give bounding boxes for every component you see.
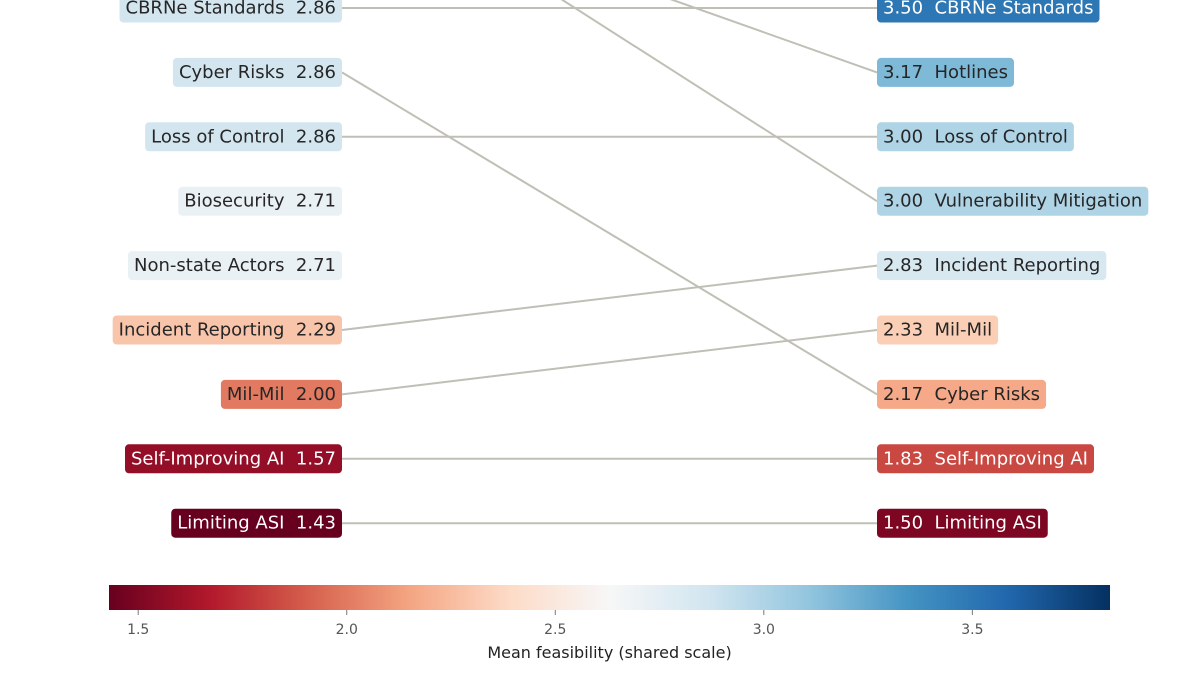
left-label-incident-reporting: Incident Reporting 2.29 xyxy=(112,315,342,345)
right-label-box xyxy=(877,57,1014,87)
left-label-biosecurity: Biosecurity 2.71 xyxy=(178,186,342,216)
right-label-hotlines: 3.17 Hotlines xyxy=(877,57,1014,87)
connector-cyber-risks xyxy=(341,71,878,396)
right-label-incident-reporting: 2.83 Incident Reporting xyxy=(877,251,1107,281)
left-label-box xyxy=(128,251,342,281)
left-label-text: Non-state Actors 2.71 xyxy=(134,255,336,276)
right-label-text: 3.17 Hotlines xyxy=(883,62,1008,83)
right-label-text: 2.83 Incident Reporting xyxy=(883,255,1100,276)
right-label-box xyxy=(877,186,1149,216)
connector-lines xyxy=(341,0,878,525)
colorbar-tick-label: 1.5 xyxy=(127,622,149,638)
left-label-box xyxy=(178,186,342,216)
left-label-text: Self-Improving AI 1.57 xyxy=(131,448,336,469)
colorbar-ticks: 1.5 2.0 2.5 3.0 3.5 xyxy=(127,610,983,638)
left-label-cbrne-standards: CBRNe Standards 2.86 xyxy=(119,0,342,23)
left-label-text: Loss of Control 2.86 xyxy=(151,126,336,147)
left-label-text: Incident Reporting 2.29 xyxy=(119,320,336,341)
right-label-mil-mil: 2.33 Mil-Mil xyxy=(877,315,999,345)
left-label-loss-of-control: Loss of Control 2.86 xyxy=(145,122,342,152)
right-label-text: 1.83 Self-Improving AI xyxy=(883,448,1088,469)
left-label-box xyxy=(125,444,342,474)
connector-mil-mil xyxy=(341,329,878,396)
right-label-self-improving-ai: 1.83 Self-Improving AI xyxy=(877,444,1094,474)
right-label-text: 1.50 Limiting ASI xyxy=(883,513,1042,534)
right-label-box xyxy=(877,0,1100,23)
left-label-self-improving-ai: Self-Improving AI 1.57 xyxy=(125,444,342,474)
left-label-box xyxy=(119,0,342,23)
left-label-box xyxy=(145,122,342,152)
left-label-text: Mil-Mil 2.00 xyxy=(227,384,336,405)
left-column-labels: CBRNe Standards 2.86 Cyber Risks 2.86 Loss… xyxy=(112,0,342,538)
right-label-text: 2.33 Mil-Mil xyxy=(883,320,992,341)
right-label-cbrne-standards: 3.50 CBRNe Standards xyxy=(877,0,1100,23)
right-label-box xyxy=(877,508,1048,538)
colorbar-gradient xyxy=(109,585,1110,610)
colorbar-tick-label: 2.5 xyxy=(544,622,566,638)
right-label-box xyxy=(877,122,1074,152)
colorbar-tick-label: 2.0 xyxy=(336,622,358,638)
right-label-cyber-risks: 2.17 Cyber Risks xyxy=(877,379,1047,409)
right-label-vulnerability-mitigation: 3.00 Vulnerability Mitigation xyxy=(877,186,1149,216)
left-label-box xyxy=(172,57,342,87)
right-label-loss-of-control: 3.00 Loss of Control xyxy=(877,122,1074,152)
right-label-box xyxy=(877,315,999,345)
right-label-box xyxy=(877,444,1094,474)
left-label-box xyxy=(171,508,342,538)
left-label-text: Cyber Risks 2.86 xyxy=(179,62,336,83)
colorbar-tick-label: 3.0 xyxy=(753,622,775,638)
right-label-text: 3.00 Vulnerability Mitigation xyxy=(883,191,1142,212)
left-label-text: CBRNe Standards 2.86 xyxy=(126,0,336,19)
left-label-box xyxy=(112,315,342,345)
right-label-text: 2.17 Cyber Risks xyxy=(883,384,1040,405)
colorbar-tick-label: 3.5 xyxy=(961,622,983,638)
right-label-text: 3.00 Loss of Control xyxy=(883,126,1068,147)
right-label-text: 3.50 CBRNe Standards xyxy=(883,0,1093,19)
left-label-cyber-risks: Cyber Risks 2.86 xyxy=(172,57,342,87)
right-label-box xyxy=(877,379,1047,409)
connector-incident-reporting xyxy=(341,264,878,331)
colorbar-title: Mean feasibility (shared scale) xyxy=(487,643,731,662)
left-label-text: Limiting ASI 1.43 xyxy=(177,513,336,534)
right-label-limiting-asi: 1.50 Limiting ASI xyxy=(877,508,1048,538)
colorbar: 1.5 2.0 2.5 3.0 3.5 Mean feasibility (shared… xyxy=(109,585,1110,662)
left-label-limiting-asi: Limiting ASI 1.43 xyxy=(171,508,342,538)
right-label-box xyxy=(877,251,1107,281)
left-label-non-state-actors: Non-state Actors 2.71 xyxy=(128,251,342,281)
right-column-labels: 3.50 CBRNe Standards 3.17 Hotlines 3.00 Lo… xyxy=(877,0,1149,538)
left-label-text: Biosecurity 2.71 xyxy=(184,191,336,212)
left-label-box xyxy=(220,379,342,409)
left-label-mil-mil: Mil-Mil 2.00 xyxy=(220,379,342,409)
connector-hotlines xyxy=(669,0,878,74)
connector-vulnerability-mitigation xyxy=(560,0,878,203)
